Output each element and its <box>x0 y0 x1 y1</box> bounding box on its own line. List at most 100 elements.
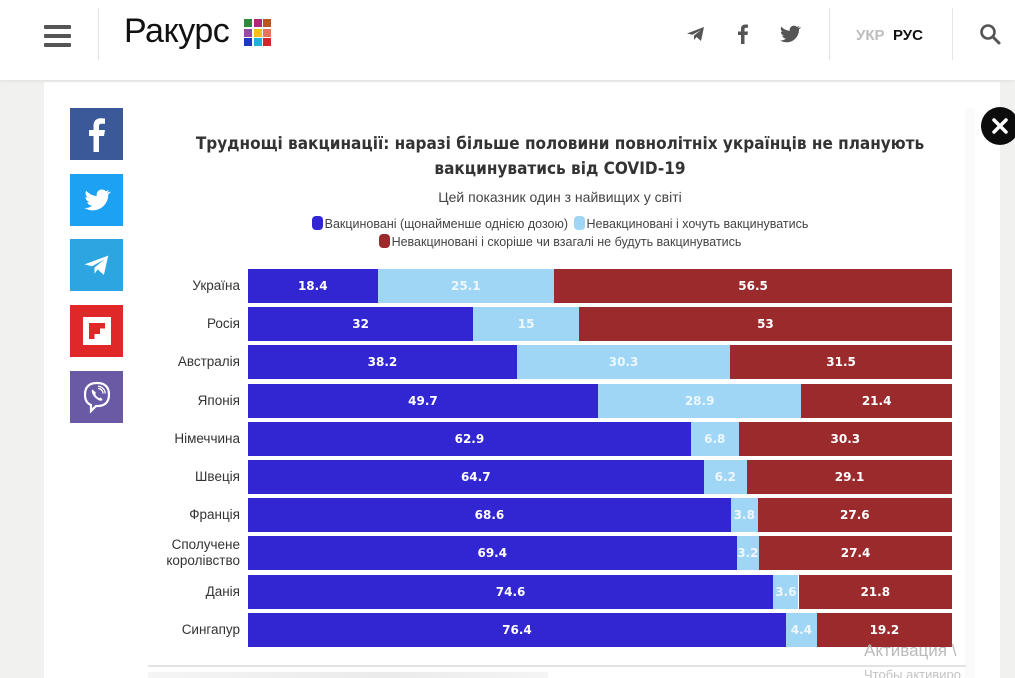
site-header: Ракурс УКР РУС <box>0 0 1015 80</box>
lang-ukr-link[interactable]: УКР <box>856 27 885 44</box>
category-label-line: Сингапур <box>181 621 240 637</box>
bar-segment[interactable]: 38.2 <box>248 345 517 380</box>
bar-segment[interactable]: 69.4 <box>248 536 737 571</box>
bar-segment[interactable]: 6.8 <box>690 421 739 456</box>
category-label-line: Німеччина <box>174 430 240 446</box>
bar-segment[interactable]: 3.8 <box>730 498 758 533</box>
bar-value-label: 18.4 <box>297 279 328 293</box>
bar-value-label: 31.5 <box>826 355 856 370</box>
share-flipboard-button[interactable] <box>70 305 123 357</box>
bar-segment[interactable]: 27.6 <box>757 498 952 533</box>
legend-item-not-vaccinating[interactable]: Невакциновані і скоріше чи взагалі не бу… <box>378 234 742 249</box>
bar-segment[interactable]: 21.4 <box>801 383 952 418</box>
bar-value-label: 76.4 <box>502 622 532 637</box>
bar-segment[interactable]: 32 <box>248 307 474 342</box>
category-label: Японія <box>140 393 240 409</box>
category-label: Австралія <box>140 354 240 370</box>
bar-segment[interactable]: 30.3 <box>516 345 731 380</box>
viber-icon <box>83 381 110 414</box>
bar-segment[interactable]: 49.7 <box>248 383 598 418</box>
category-label: Росія <box>140 316 240 332</box>
chart-legend: Вакциновані (щонайменше однією дозою) Не… <box>150 216 970 231</box>
bar-value-label: 30.3 <box>608 355 639 370</box>
flipboard-icon <box>82 317 111 345</box>
scroll-track <box>965 108 975 678</box>
telegram-icon <box>84 255 108 275</box>
logo-grid-cell <box>253 38 262 46</box>
share-facebook-button[interactable] <box>70 108 123 160</box>
bar-segment[interactable]: 3.2 <box>736 536 760 571</box>
category-label-line: Україна <box>192 278 240 293</box>
header-divider <box>98 8 99 60</box>
site-logo[interactable]: Ракурс <box>124 12 230 50</box>
category-label: Данія <box>140 584 240 600</box>
legend-item-vaccinated[interactable]: Вакциновані (щонайменше однією дозою) <box>311 216 568 231</box>
bar-segment[interactable]: 28.9 <box>597 383 802 418</box>
bar-segment[interactable]: 25.1 <box>377 269 555 303</box>
search-icon[interactable] <box>978 22 1002 46</box>
legend-label: Невакциновані і скоріше чи взагалі не бу… <box>391 235 742 249</box>
bar-segment[interactable]: 68.6 <box>248 498 731 533</box>
bar-value-label: 29.1 <box>834 470 865 484</box>
bar-segment[interactable]: 19.2 <box>816 612 952 647</box>
bar-segment[interactable]: 27.4 <box>759 536 952 571</box>
category-label-line: Данія <box>205 583 240 599</box>
close-icon <box>992 118 1008 134</box>
category-label-line: Сполучене <box>171 537 240 553</box>
logo-grid-cell <box>263 19 271 27</box>
bar-segment[interactable]: 31.5 <box>730 345 952 380</box>
bar-segment[interactable]: 62.9 <box>248 421 691 456</box>
bar-value-label: 21.4 <box>861 393 892 408</box>
legend-item-want-vaccine[interactable]: Невакциновані і хочуть вакцинуватись <box>573 216 808 231</box>
category-label: Україна <box>140 278 240 294</box>
bar-segment[interactable]: 74.6 <box>248 574 774 609</box>
category-label: Франція <box>140 507 240 523</box>
lang-rus-link[interactable]: РУС <box>893 27 923 44</box>
bar-segment[interactable]: 29.1 <box>747 460 952 494</box>
logo-grid-cell <box>263 28 271 37</box>
facebook-icon[interactable] <box>731 22 755 46</box>
bar-value-label: 38.2 <box>367 355 398 370</box>
bar-value-label: 68.6 <box>474 508 505 523</box>
bar-value-label: 6.8 <box>704 431 726 446</box>
telegram-icon[interactable] <box>684 22 708 46</box>
chart-title-line-1: Труднощі вакцинації: наразі більше полов… <box>195 134 925 154</box>
bar-segment[interactable]: 56.5 <box>554 269 952 303</box>
logo-grid-cell <box>253 19 262 27</box>
bar-segment[interactable]: 18.4 <box>248 269 378 303</box>
category-label-line: Японія <box>197 392 240 408</box>
bar-segment[interactable]: 76.4 <box>248 612 786 647</box>
share-twitter-button[interactable] <box>70 174 123 226</box>
menu-icon[interactable] <box>44 25 71 47</box>
bar-segment[interactable]: 21.8 <box>798 574 952 609</box>
bar-value-label: 3.6 <box>775 584 797 599</box>
share-viber-button[interactable] <box>70 371 123 423</box>
bar-segment[interactable]: 6.2 <box>703 460 748 494</box>
legend-swatch <box>378 234 390 248</box>
bar-segment[interactable]: 64.7 <box>248 460 704 494</box>
category-label: Сингапур <box>140 622 240 638</box>
bar-segment[interactable]: 3.6 <box>773 574 799 609</box>
bar-segment[interactable]: 15 <box>473 307 579 342</box>
bar-value-label: 74.6 <box>495 584 526 599</box>
close-button[interactable] <box>981 107 1015 145</box>
bar-segment[interactable]: 53 <box>578 307 952 342</box>
logo-grid-cell <box>244 38 252 46</box>
legend-swatch <box>573 216 585 230</box>
bar-segment[interactable]: 30.3 <box>738 421 952 456</box>
bar-value-label: 32 <box>352 317 369 332</box>
bar-value-label: 25.1 <box>451 279 481 293</box>
category-label-line: Росія <box>207 316 240 332</box>
windows-activation-watermark: Активация \ <box>864 641 957 660</box>
header-divider <box>829 8 830 60</box>
category-label-line: Австралія <box>177 354 240 370</box>
bar-segment[interactable]: 4.4 <box>785 612 817 647</box>
bar-value-label: 3.2 <box>737 546 759 561</box>
twitter-icon[interactable] <box>778 22 802 46</box>
category-label: Швеція <box>140 469 240 485</box>
share-telegram-button[interactable] <box>70 239 123 291</box>
bar-value-label: 21.8 <box>860 584 891 599</box>
bar-value-label: 56.5 <box>738 279 768 293</box>
bar-value-label: 30.3 <box>830 431 861 446</box>
logo-grid-cell <box>253 28 262 37</box>
